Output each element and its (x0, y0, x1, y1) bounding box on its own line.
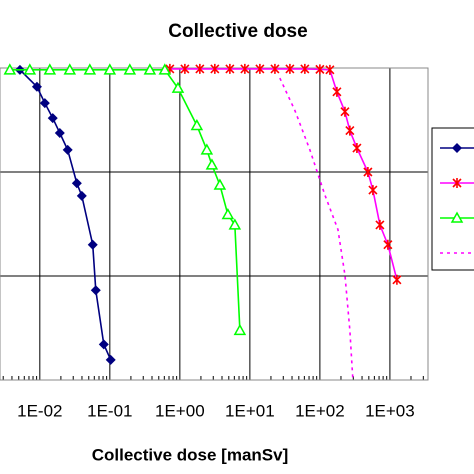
x-tick-label: 1E+00 (155, 401, 205, 420)
marker (200, 143, 214, 155)
marker (23, 63, 37, 75)
marker (345, 125, 355, 136)
marker (368, 185, 378, 196)
marker (105, 354, 116, 365)
marker (87, 239, 98, 250)
x-tick-label: 1E+01 (225, 401, 275, 420)
marker (63, 63, 77, 75)
marker (158, 63, 172, 75)
marker (375, 219, 385, 230)
x-axis-label: Collective dose [manSv] (92, 445, 289, 464)
marker (270, 63, 280, 74)
marker (452, 178, 462, 188)
marker (452, 143, 462, 153)
x-tick-label: 1E+02 (295, 401, 345, 420)
marker (363, 167, 373, 177)
marker (90, 285, 101, 296)
marker (325, 64, 335, 75)
marker (285, 63, 295, 74)
marker (76, 190, 87, 201)
series-line (279, 77, 354, 381)
chart-title: Collective dose (168, 21, 307, 42)
marker (143, 63, 157, 75)
marker (62, 144, 73, 155)
x-tick-label: 1E+03 (365, 401, 415, 420)
marker (171, 81, 185, 93)
marker (300, 63, 310, 74)
marker (205, 158, 219, 170)
marker (43, 63, 57, 75)
marker (190, 118, 204, 131)
marker (255, 63, 265, 74)
marker (392, 274, 402, 285)
marker (39, 98, 50, 109)
x-tick-label: 1E-01 (87, 401, 132, 420)
marker (213, 178, 227, 190)
marker (98, 339, 109, 350)
marker (352, 143, 362, 154)
marker (221, 207, 235, 220)
marker (450, 211, 464, 223)
marker (83, 63, 97, 75)
marker (71, 178, 82, 189)
marker (340, 106, 350, 117)
marker (195, 63, 205, 74)
marker (123, 63, 137, 75)
marker (210, 63, 220, 74)
marker (233, 323, 247, 336)
marker (3, 63, 17, 75)
marker (315, 64, 325, 75)
marker (31, 81, 42, 92)
plot-area (0, 68, 428, 380)
marker (228, 218, 242, 230)
marker (383, 239, 393, 250)
legend-box (431, 127, 474, 271)
marker (180, 63, 190, 74)
marker (225, 63, 235, 74)
x-tick-label: 1E-02 (17, 401, 62, 420)
marker (240, 63, 250, 74)
marker (332, 86, 342, 97)
marker (47, 113, 58, 124)
marker (103, 63, 117, 75)
marker (54, 128, 65, 139)
